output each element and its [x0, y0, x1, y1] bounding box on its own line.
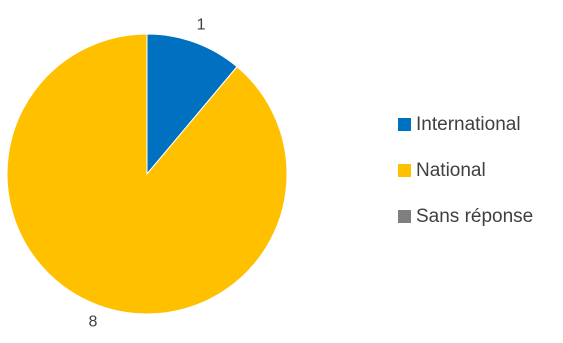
legend-label-international: International	[416, 114, 521, 135]
legend-swatch-international	[398, 118, 411, 131]
data-label-international: 1	[197, 17, 206, 34]
legend-swatch-national	[398, 164, 411, 177]
pie-slice-national	[6, 33, 288, 315]
legend-label-national: National	[416, 160, 486, 181]
data-label-national: 8	[89, 314, 98, 331]
legend-item-national: National	[398, 160, 533, 181]
legend-item-international: International	[398, 114, 533, 135]
pie-data-labels: 18	[89, 17, 206, 331]
pie-slice-international	[146, 33, 238, 176]
legend-item-sans-reponse: Sans réponse	[398, 206, 533, 227]
chart-legend: International National Sans réponse	[398, 114, 533, 252]
legend-label-sans-reponse: Sans réponse	[416, 206, 534, 227]
legend-swatch-sans-reponse	[398, 210, 411, 223]
pie-slices	[6, 33, 288, 315]
